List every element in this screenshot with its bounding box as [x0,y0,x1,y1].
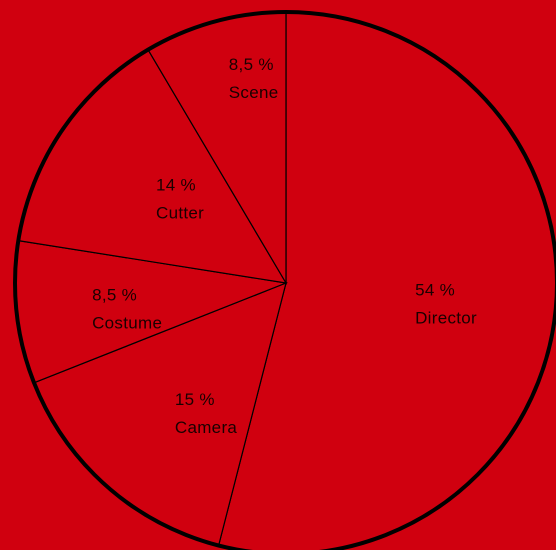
slice-value-label-scene: 8,5 % [229,55,274,74]
slice-name-label-costume: Costume [92,313,162,332]
pie-slices [14,11,556,550]
slice-name-label-director: Director [415,308,477,327]
slice-name-label-scene: Scene [229,83,279,102]
slice-name-label-cutter: Cutter [156,204,204,223]
slice-value-label-costume: 8,5 % [92,285,137,304]
pie-labels: 54 % Director 15 % Camera 8,5 % Costume 14 % Cu… [92,55,477,437]
slice-value-label-cutter: 14 % [156,176,196,195]
slice-name-label-camera: Camera [175,418,238,437]
slice-value-label-camera: 15 % [175,390,215,409]
pie-outline [13,10,556,550]
slice-value-label-director: 54 % [415,280,455,299]
